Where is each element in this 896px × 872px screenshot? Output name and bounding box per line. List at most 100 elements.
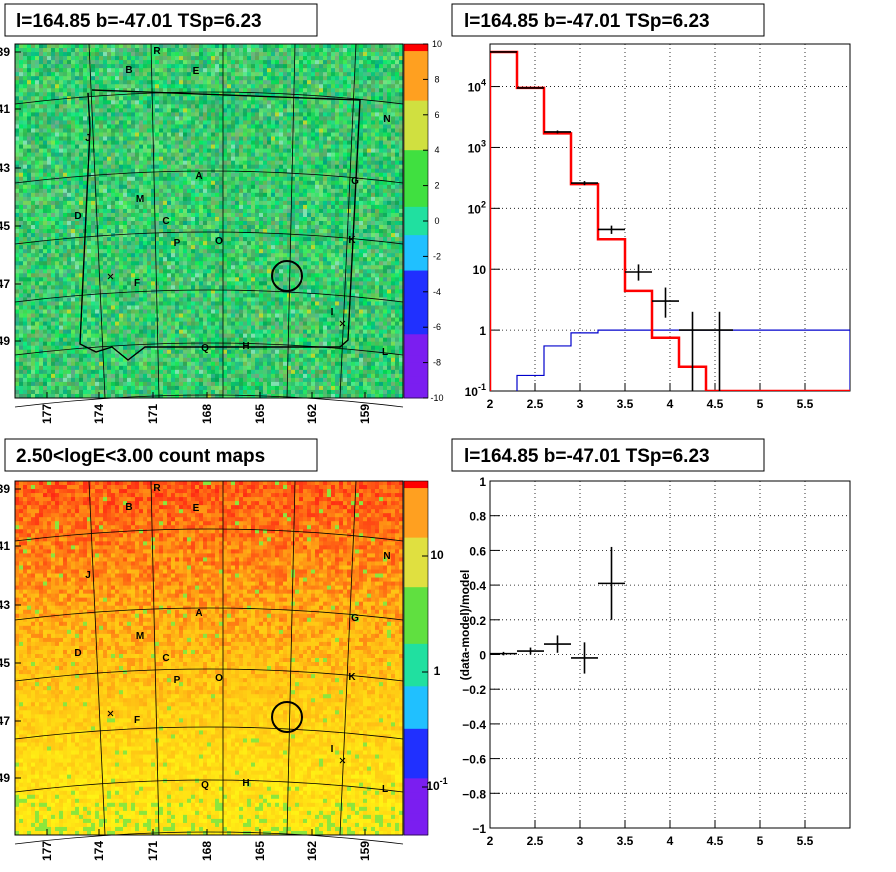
heatmap-cell	[123, 285, 128, 290]
heatmap-cell	[203, 152, 208, 158]
heatmap-cell	[219, 309, 224, 314]
heatmap-cell	[167, 196, 172, 202]
heatmap-cell	[207, 349, 212, 355]
heatmap-cell	[163, 337, 168, 343]
heatmap-cell	[223, 60, 228, 65]
heatmap-cell	[47, 301, 52, 306]
heatmap-cell	[211, 64, 216, 69]
heatmap-cell	[203, 140, 208, 145]
heatmap-cell	[19, 188, 24, 194]
heatmap-cell	[211, 297, 216, 302]
heatmap-cell	[51, 164, 56, 170]
heatmap-cell	[163, 112, 168, 117]
heatmap-cell	[139, 277, 144, 282]
heatmap-cell	[51, 309, 56, 314]
heatmap-cell	[183, 373, 188, 379]
heatmap-cell	[223, 345, 228, 351]
heatmap-cell	[239, 200, 244, 206]
heatmap-cell	[219, 265, 224, 270]
heatmap-cell	[119, 289, 124, 294]
heatmap-cell	[123, 212, 128, 218]
heatmap-cell	[211, 136, 216, 141]
heatmap-cell	[83, 212, 88, 218]
heatmap-cell	[227, 269, 232, 274]
heatmap-cell	[135, 168, 140, 174]
heatmap-cell	[103, 285, 108, 290]
heatmap-cell	[207, 76, 212, 81]
heatmap-cell	[111, 108, 116, 113]
heatmap-cell	[75, 261, 80, 266]
heatmap-cell	[223, 80, 228, 85]
heatmap-cell	[35, 373, 40, 379]
heatmap-cell	[155, 249, 160, 254]
heatmap-cell	[91, 48, 96, 53]
heatmap-cell	[231, 269, 236, 274]
heatmap-cell	[67, 337, 72, 343]
heatmap-cell	[179, 321, 184, 326]
heatmap-cell	[211, 277, 216, 282]
heatmap-cell	[171, 108, 176, 113]
heatmap-cell	[187, 100, 192, 105]
heatmap-cell	[99, 68, 104, 73]
heatmap-cell	[99, 144, 104, 149]
heatmap-cell	[75, 164, 80, 170]
heatmap-cell	[79, 44, 84, 49]
heatmap-cell	[83, 52, 88, 57]
heatmap-cell	[135, 136, 140, 141]
heatmap-cell	[35, 249, 40, 254]
heatmap-cell	[235, 140, 240, 145]
heatmap-cell	[63, 313, 68, 318]
heatmap-cell	[135, 317, 140, 322]
heatmap-cell	[55, 349, 60, 355]
heatmap-cell	[107, 321, 112, 326]
heatmap-cell	[103, 136, 108, 141]
heatmap-cell	[159, 337, 164, 343]
heatmap-cell	[27, 229, 32, 234]
heatmap-cell	[19, 229, 24, 234]
heatmap-cell	[195, 132, 200, 137]
heatmap-cell	[55, 132, 60, 137]
heatmap-cell	[63, 389, 68, 395]
heatmap-cell	[203, 64, 208, 69]
heatmap-cell	[27, 116, 32, 121]
heatmap-cell	[87, 257, 92, 262]
heatmap-cell	[207, 64, 212, 69]
heatmap-cell	[79, 92, 84, 97]
heatmap-cell	[19, 184, 24, 190]
heatmap-cell	[15, 176, 20, 182]
heatmap-cell	[15, 196, 20, 202]
heatmap-cell	[111, 249, 116, 254]
heatmap-cell	[67, 377, 72, 383]
heatmap-cell	[31, 357, 36, 363]
heatmap-cell	[163, 208, 168, 214]
heatmap-cell	[47, 200, 52, 206]
heatmap-cell	[95, 108, 100, 113]
heatmap-cell	[179, 204, 184, 210]
heatmap-cell	[99, 176, 104, 182]
heatmap-cell	[191, 96, 196, 101]
heatmap-cell	[15, 389, 20, 395]
heatmap-cell	[19, 389, 24, 395]
heatmap-cell	[199, 241, 204, 246]
heatmap-cell	[207, 128, 212, 133]
heatmap-cell	[79, 152, 84, 158]
heatmap-cell	[19, 293, 24, 298]
heatmap-cell	[127, 289, 132, 294]
heatmap-cell	[179, 293, 184, 298]
heatmap-cell	[211, 172, 216, 178]
heatmap-cell	[131, 144, 136, 149]
heatmap-cell	[219, 88, 224, 93]
heatmap-cell	[51, 365, 56, 371]
heatmap-cell	[203, 245, 208, 250]
heatmap-cell	[123, 361, 128, 367]
heatmap-cell	[219, 116, 224, 121]
heatmap-cell	[203, 305, 208, 310]
heatmap-cell	[39, 281, 44, 286]
heatmap-cell	[83, 313, 88, 318]
heatmap-cell	[143, 329, 148, 335]
heatmap-cell	[139, 140, 144, 145]
heatmap-cell	[123, 277, 128, 282]
heatmap-cell	[23, 68, 28, 73]
heatmap-cell	[207, 309, 212, 314]
heatmap-cell	[231, 164, 236, 170]
